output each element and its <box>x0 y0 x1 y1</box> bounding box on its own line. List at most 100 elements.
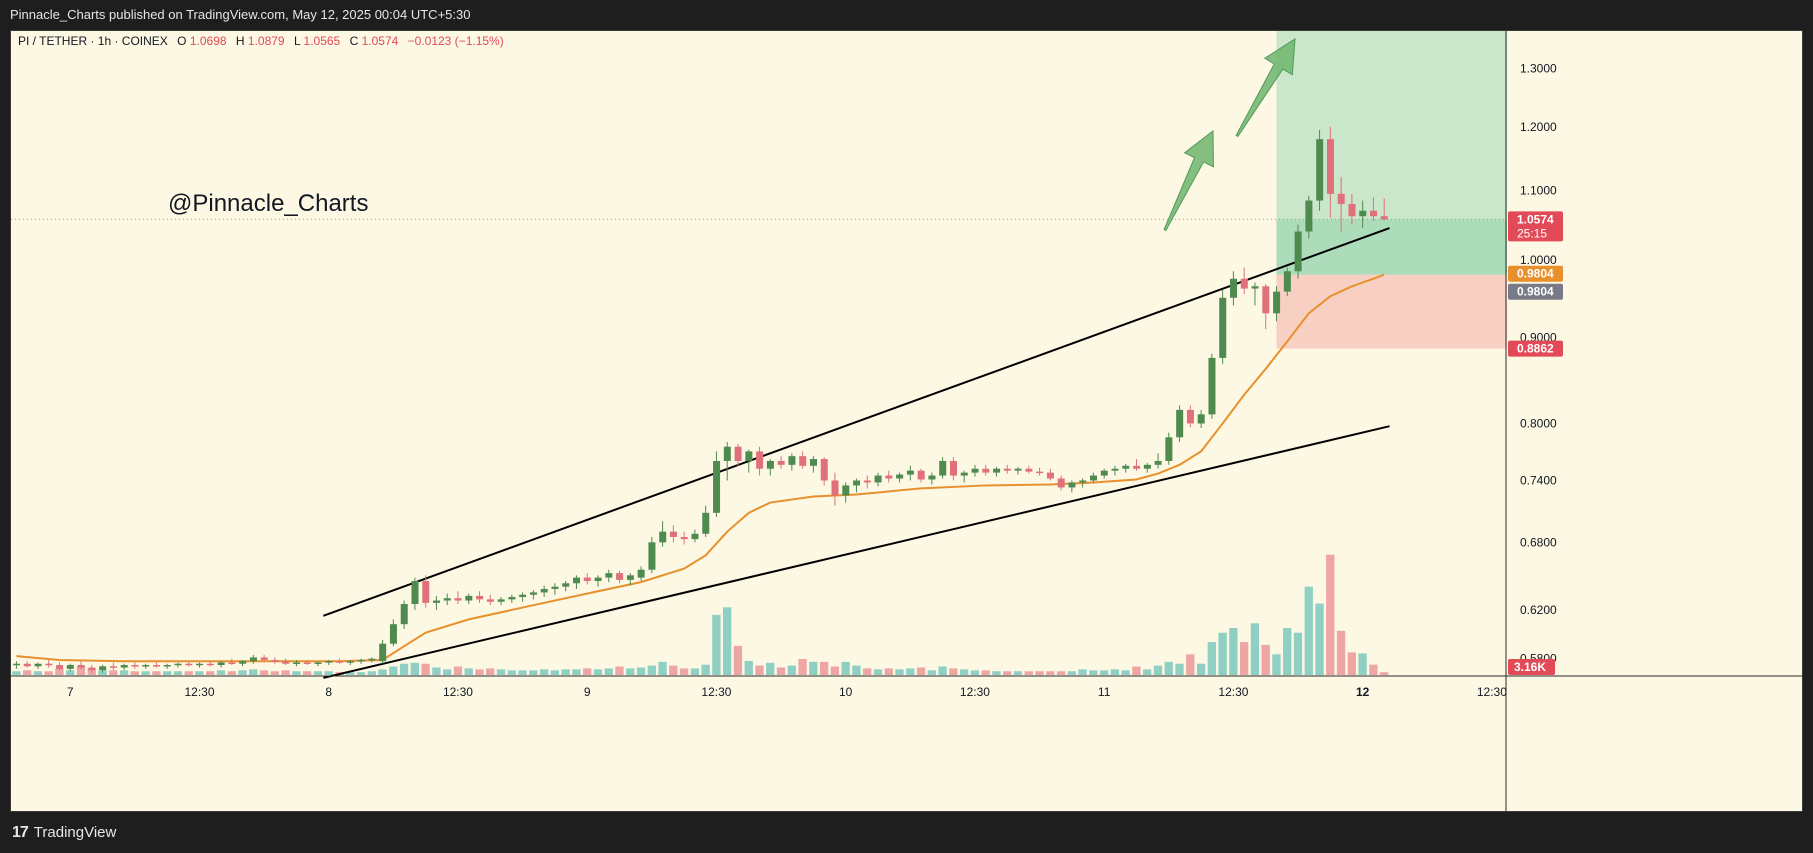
ema-line <box>16 273 1385 663</box>
time-tick-label: 8 <box>325 685 332 699</box>
candle-body <box>605 573 613 578</box>
candle <box>336 658 344 664</box>
candle <box>293 659 301 667</box>
candle-body <box>1079 480 1087 483</box>
candle <box>88 665 96 673</box>
volume-bar <box>852 665 861 675</box>
volume-bar <box>593 669 603 675</box>
candle <box>691 529 699 543</box>
candle <box>325 659 333 666</box>
candle <box>1230 271 1238 306</box>
candle <box>949 457 957 481</box>
volume-bar <box>259 670 269 675</box>
candle-body <box>497 599 505 602</box>
legend-h-value: 1.0879 <box>248 34 285 48</box>
time-tick-label: 11 <box>1098 685 1111 699</box>
volume-bar <box>1379 672 1389 675</box>
price-tag-text: 1.0574 <box>1517 212 1554 226</box>
candle-body <box>185 663 193 666</box>
volume-bar <box>55 668 64 675</box>
volume-tag-bg <box>1508 659 1555 675</box>
candle <box>486 594 494 606</box>
candle <box>13 661 20 669</box>
volume-bar <box>959 669 969 675</box>
candle <box>993 466 1001 477</box>
candle <box>185 661 193 667</box>
candle <box>454 591 462 605</box>
candle-body <box>443 598 451 601</box>
volume-bar <box>109 670 118 675</box>
footer-brand[interactable]: TradingView <box>33 824 117 841</box>
candle-body <box>702 512 710 534</box>
time-tick-label: 7 <box>67 685 74 699</box>
candle <box>637 566 645 581</box>
price-tick-label: 1.2000 <box>1520 120 1557 134</box>
candle-body <box>648 542 656 570</box>
candle-body <box>756 451 764 469</box>
candle-body <box>1359 210 1367 217</box>
candle-body <box>993 468 1001 473</box>
candle <box>863 475 871 489</box>
candle <box>1316 129 1324 211</box>
candle <box>228 658 236 666</box>
candle <box>1273 286 1281 322</box>
tradingview-logo-icon[interactable]: 17 <box>12 824 29 841</box>
price-tick-label: 1.1000 <box>1520 184 1557 198</box>
price-chart[interactable]: 0.58000.62000.68000.74000.80000.90001.00… <box>11 0 1802 811</box>
candle <box>842 482 850 503</box>
volume-bar <box>141 671 150 675</box>
candle-body <box>228 662 236 664</box>
projection-arrow-icon <box>1235 38 1296 138</box>
candle <box>1348 193 1356 225</box>
candle <box>1154 453 1162 469</box>
candle-body <box>34 663 42 667</box>
volume-bar <box>809 661 818 675</box>
candle <box>1380 198 1388 221</box>
volume-bar <box>949 668 958 675</box>
candle <box>529 590 537 600</box>
legend-layer: @Pinnacle_Charts PI / TETHER · 1h · COIN… <box>18 34 504 217</box>
volume-bars <box>12 554 1389 675</box>
volume-bar <box>712 614 721 675</box>
time-axis: 7 12:30 8 12:30 9 12:30 10 12:30 11 12:30 12 12:30 <box>11 675 1802 699</box>
volume-bar <box>367 671 376 675</box>
volume-bar <box>970 670 980 675</box>
volume-bar <box>798 659 807 675</box>
candle-body <box>142 665 150 667</box>
volume-bar <box>475 669 484 675</box>
volume-bar <box>1293 632 1303 675</box>
candle-body <box>928 475 936 480</box>
candle-body <box>66 665 74 669</box>
candle <box>1143 462 1151 473</box>
candle <box>669 525 677 543</box>
candle-body <box>303 662 311 664</box>
volume-bar <box>766 662 775 675</box>
volume-bar <box>981 670 990 675</box>
volume-bar <box>647 665 656 675</box>
volume-bar <box>572 669 581 675</box>
candle-body <box>971 468 979 473</box>
candle-body <box>917 470 925 480</box>
candle-body <box>573 577 581 584</box>
candle-body <box>745 451 753 461</box>
volume-bar <box>130 671 139 675</box>
volume-bar <box>1035 671 1044 675</box>
volume-bar <box>443 669 452 675</box>
volume-bar <box>1239 642 1249 675</box>
candle <box>422 575 430 608</box>
watermark: @Pinnacle_Charts <box>168 190 368 217</box>
volume-bar <box>884 668 893 675</box>
volume-bar <box>507 670 516 675</box>
legend-o-value: 1.0698 <box>190 34 227 48</box>
candle <box>196 662 204 668</box>
candle-body <box>1380 216 1388 220</box>
price-tag-bg <box>1508 340 1563 357</box>
candle-body <box>1133 465 1141 469</box>
candle <box>465 593 473 605</box>
trendline <box>323 425 1390 679</box>
volume-bar <box>292 671 301 675</box>
candle <box>1370 197 1378 222</box>
candle <box>540 585 548 598</box>
candle-body <box>551 586 559 589</box>
volume-bar <box>1369 664 1378 675</box>
